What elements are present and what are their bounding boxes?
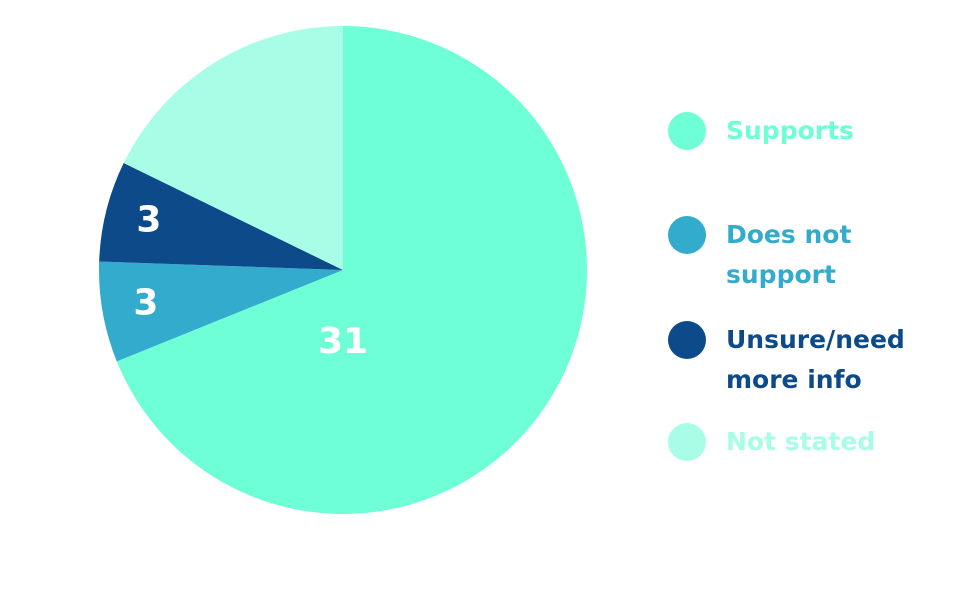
legend-label: Unsure/need more info	[726, 325, 905, 394]
legend-swatch	[668, 216, 706, 254]
legend-label: Does not support	[726, 220, 852, 289]
pie-slice	[123, 26, 344, 270]
pie-slice	[116, 26, 587, 514]
legend-swatch	[668, 423, 706, 461]
pie-slice	[99, 261, 343, 362]
legend-label: Not stated	[726, 427, 876, 456]
legend-label: Supports	[726, 116, 854, 145]
legend-swatch	[668, 321, 706, 359]
legend-item: Not stated	[668, 423, 926, 462]
legend-swatch	[668, 112, 706, 150]
legend-item: Supports	[668, 112, 926, 151]
value-label: 3	[133, 283, 158, 324]
value-label: 31	[318, 321, 368, 362]
legend-item: Does not support	[668, 216, 926, 295]
pie-slice	[99, 163, 343, 270]
legend-item: Unsure/need more info	[668, 321, 926, 400]
value-label: 3	[136, 200, 161, 241]
